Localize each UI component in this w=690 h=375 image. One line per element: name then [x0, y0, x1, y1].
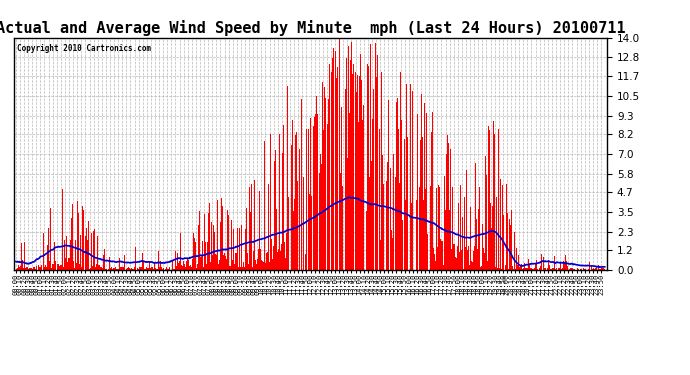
Text: Copyright 2010 Cartronics.com: Copyright 2010 Cartronics.com — [17, 45, 151, 54]
Title: Actual and Average Wind Speed by Minute  mph (Last 24 Hours) 20100711: Actual and Average Wind Speed by Minute … — [0, 20, 625, 36]
